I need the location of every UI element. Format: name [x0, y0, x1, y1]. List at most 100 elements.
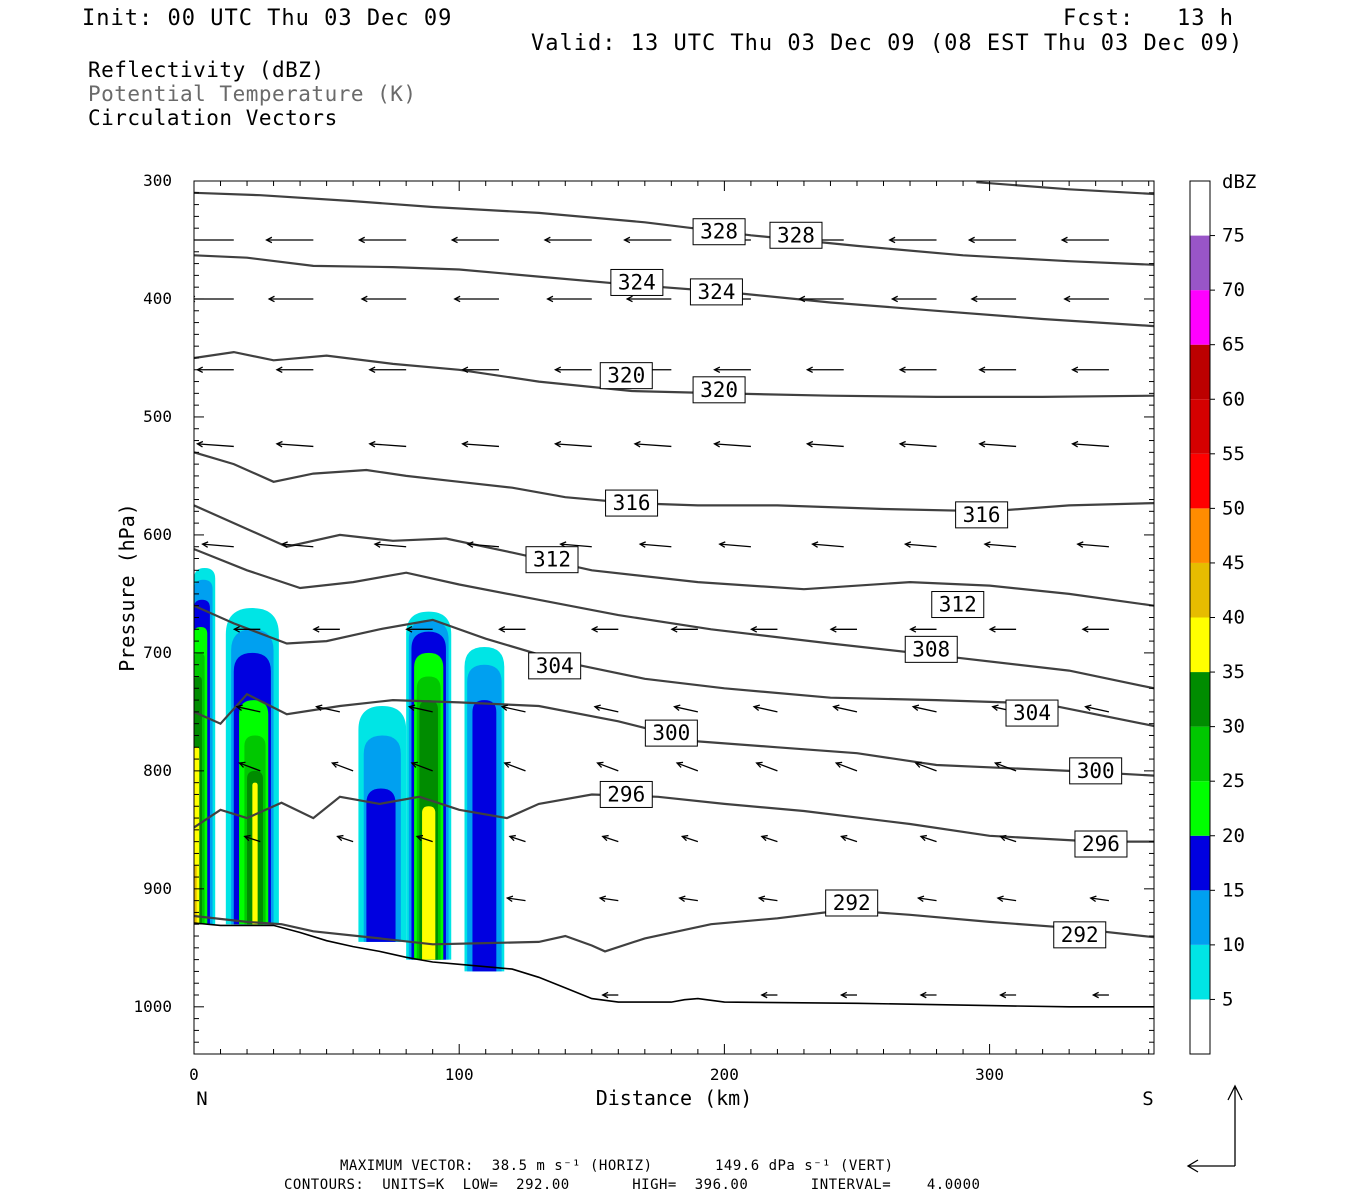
circulation-vector	[357, 236, 407, 244]
circulation-vector	[590, 625, 619, 633]
contour-label-324: 324	[610, 268, 664, 296]
reference-vector-icon	[1186, 1084, 1243, 1173]
contour-label-296: 296	[1074, 830, 1128, 858]
theta-contour-296	[194, 793, 1154, 843]
circulation-vector	[553, 440, 592, 448]
colorbar-swatch	[1190, 181, 1210, 236]
colorbar-label: 65	[1222, 334, 1245, 356]
circulation-vector	[1071, 366, 1109, 374]
init-time: Init: 00 UTC Thu 03 Dec 09	[82, 6, 453, 31]
theta-contour-320	[194, 350, 1154, 398]
circulation-vector	[312, 625, 340, 633]
circulation-vector	[1076, 541, 1109, 548]
circulation-vector	[909, 625, 937, 633]
circulation-vector	[1089, 895, 1110, 903]
contour-labels: 292 292 296 296 300 300 304 304 308 312 312 316 316 3…	[525, 218, 1128, 949]
circulation-vector	[315, 704, 340, 713]
circulation-vector	[919, 991, 937, 999]
colorbar-label: 5	[1222, 988, 1233, 1010]
svg-text:320: 320	[700, 378, 738, 402]
circulation-vector	[670, 625, 698, 633]
circulation-vector	[914, 761, 937, 772]
colorbar-label: 60	[1222, 388, 1245, 410]
y-tick-label: 500	[143, 407, 172, 426]
circulation-vector	[999, 834, 1017, 843]
circulation-vector	[243, 834, 261, 843]
circulation-vector	[546, 295, 592, 303]
y-tick-label: 300	[143, 171, 172, 190]
colorbar-swatch	[1190, 290, 1210, 345]
forecast-hour: Fcst: 13 h	[1063, 6, 1234, 31]
circulation-vector	[675, 761, 699, 772]
x-tick-label: 0	[189, 1065, 199, 1084]
circulation-vector	[798, 295, 844, 303]
circulation-vector	[916, 895, 937, 903]
circulation-vector	[405, 625, 433, 633]
theta-contour-316	[194, 451, 1154, 513]
svg-text:320: 320	[607, 364, 645, 388]
circulation-vector	[330, 761, 354, 772]
circulation-vector	[503, 761, 526, 772]
circulation-vector	[983, 541, 1017, 548]
contour-info-note: CONTOURS: UNITS=K LOW= 292.00 HIGH= 396.…	[284, 1177, 981, 1193]
colorbar-swatch	[1190, 235, 1210, 291]
x-end-label-north: N	[196, 1088, 207, 1110]
circulation-vector	[238, 761, 261, 772]
svg-text:304: 304	[1013, 701, 1051, 725]
circulation-vector	[265, 236, 314, 244]
circulation-vector	[195, 366, 234, 374]
theta-contour-328	[194, 191, 1154, 266]
y-tick-label: 900	[143, 879, 172, 898]
circulation-vector	[596, 761, 619, 772]
circulation-vector	[898, 440, 937, 448]
theta-contour-308	[194, 548, 1154, 690]
circulation-vector	[623, 236, 672, 244]
y-tick-label: 400	[143, 289, 172, 308]
contour-label-312: 312	[931, 591, 985, 619]
max-vector-note: MAXIMUM VECTOR: 38.5 m s⁻¹ (HORIZ) 149.6…	[340, 1158, 894, 1174]
y-tick-label: 1000	[133, 997, 172, 1016]
cell-a-40dbz	[194, 865, 197, 925]
circulation-vector	[368, 366, 407, 374]
colorbar-label: 75	[1222, 225, 1245, 247]
theta-contour-312	[194, 504, 1154, 607]
circulation-vector	[919, 834, 937, 843]
colorbar-label: 25	[1222, 770, 1245, 792]
circulation-vector	[267, 295, 314, 303]
x-tick-label: 200	[710, 1065, 739, 1084]
circulation-vector	[498, 625, 526, 633]
cell-d-35dbz	[422, 806, 436, 960]
cell-c-15dbz	[366, 788, 396, 942]
circulation-vector	[757, 895, 778, 903]
theta-contour-324	[194, 254, 1154, 328]
circulation-vector	[840, 834, 858, 843]
circulation-vector	[834, 761, 858, 772]
svg-text:328: 328	[777, 223, 815, 247]
contour-label-292: 292	[1053, 921, 1107, 949]
svg-text:308: 308	[912, 637, 950, 661]
circulation-vector	[553, 366, 592, 374]
circulation-vector	[373, 541, 407, 548]
circulation-vector	[235, 704, 261, 713]
reflectivity-shading	[194, 567, 505, 972]
circulation-vector	[760, 991, 778, 999]
circulation-vector	[903, 541, 937, 548]
circulation-vector	[898, 366, 937, 374]
circulation-vector	[1060, 236, 1109, 244]
circulation-vector	[978, 366, 1017, 374]
svg-text:292: 292	[1061, 923, 1099, 947]
contour-label-312: 312	[525, 546, 579, 574]
svg-text:324: 324	[697, 280, 735, 304]
circulation-vector	[368, 440, 407, 448]
circulation-vector	[500, 704, 526, 713]
circulation-vector	[993, 761, 1017, 772]
svg-text:328: 328	[700, 220, 738, 244]
contour-label-292: 292	[825, 889, 879, 917]
circulation-vector	[888, 236, 937, 244]
circulation-vector	[978, 440, 1017, 448]
svg-text:300: 300	[652, 721, 690, 745]
colorbar-swatch	[1190, 672, 1210, 727]
circulation-vector	[1071, 440, 1109, 448]
circulation-vector	[453, 295, 499, 303]
circulation-vector	[543, 236, 592, 244]
